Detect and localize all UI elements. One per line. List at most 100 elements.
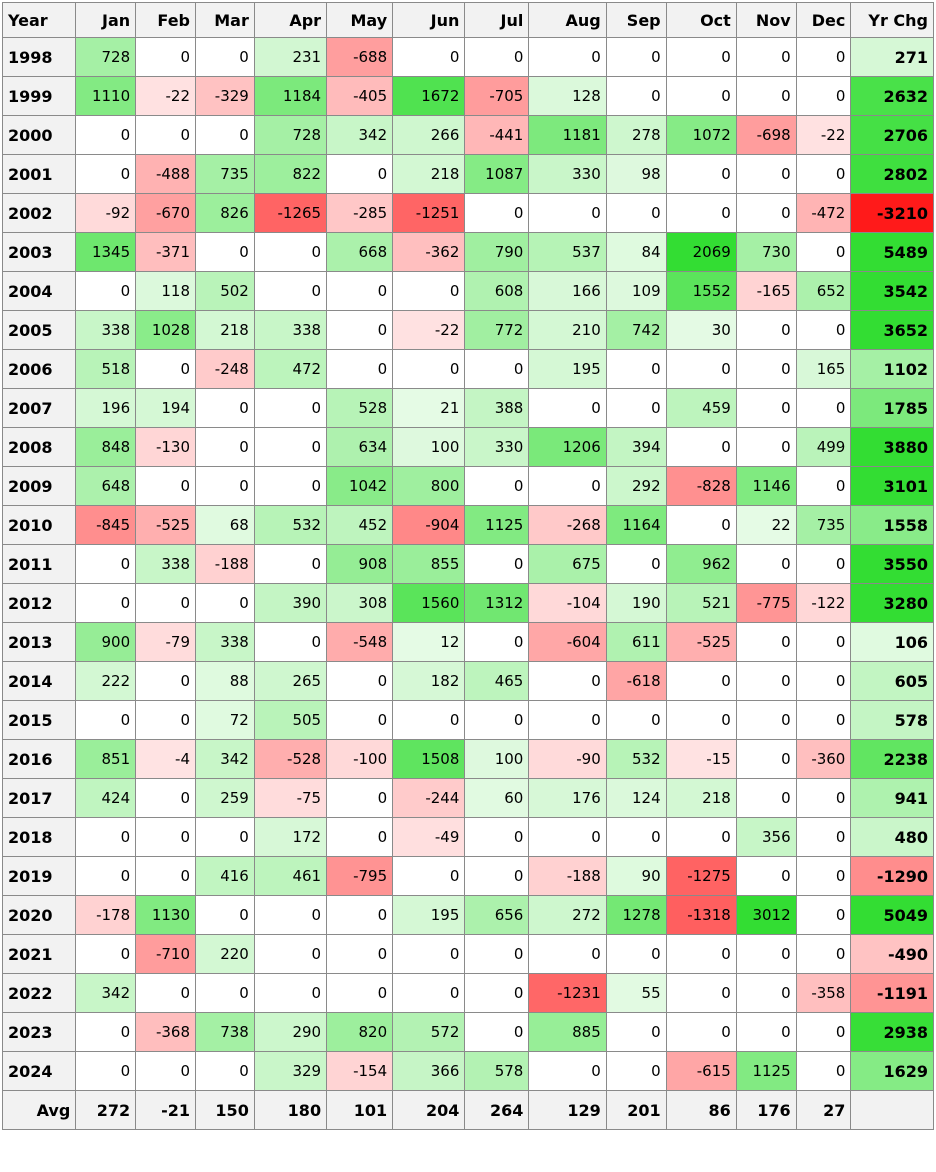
month-value-cell: -441 (464, 115, 530, 155)
table-row: 2017 424 0 259 -75 0 -244 60 176 124 218 0 0 941 (1, 778, 934, 818)
year-cell: 2000 (1, 115, 77, 155)
month-value-cell: 0 (735, 739, 797, 779)
month-value-cell: 0 (195, 895, 255, 935)
month-value-cell: 826 (195, 193, 255, 233)
avg-value-cell: -21 (135, 1090, 196, 1130)
header-month: Mar (195, 2, 255, 38)
table-row: 2002 -92 -670 826 -1265 -285 -1251 0 0 0 0 0 -472 -32… (1, 193, 934, 233)
month-value-cell: 0 (605, 193, 667, 233)
month-value-cell: 100 (392, 427, 466, 467)
month-value-cell: 0 (735, 76, 797, 116)
month-value-cell: 0 (605, 76, 667, 116)
yr-chg-cell: 5049 (850, 895, 934, 935)
month-value-cell: -618 (605, 661, 667, 701)
table-row: 2000 0 0 0 728 342 266 -441 1181 278 1072 -698 -22 27… (1, 115, 934, 155)
year-cell: 2023 (1, 1012, 77, 1052)
header-month: Nov (735, 2, 797, 38)
month-value-cell: 90 (605, 856, 667, 896)
month-value-cell: 1146 (735, 466, 797, 506)
header-month: Feb (135, 2, 196, 38)
month-value-cell: 0 (735, 778, 797, 818)
month-value-cell: 0 (253, 934, 328, 974)
month-value-cell: 0 (528, 817, 607, 857)
month-value-cell: -670 (135, 193, 196, 233)
year-cell: 2007 (1, 388, 77, 428)
month-value-cell: 1164 (605, 505, 667, 545)
month-value-cell: 0 (735, 544, 797, 584)
month-value-cell: 100 (464, 739, 530, 779)
yr-chg-cell: -3210 (850, 193, 934, 233)
yr-chg-cell: 1102 (850, 349, 934, 389)
yr-chg-cell: -490 (850, 934, 934, 974)
month-value-cell: 822 (253, 154, 328, 194)
yr-chg-cell: -1290 (850, 856, 934, 896)
month-value-cell: 172 (253, 817, 328, 857)
month-value-cell: -130 (135, 427, 196, 467)
month-value-cell: 0 (735, 934, 797, 974)
month-value-cell: 0 (528, 466, 607, 506)
month-value-cell: 505 (253, 700, 328, 740)
month-value-cell: 532 (253, 505, 328, 545)
header-month: Aug (528, 2, 607, 38)
month-value-cell: 0 (464, 1012, 530, 1052)
month-value-cell: 182 (392, 661, 466, 701)
table-wrapper: Year Jan Feb Mar Apr May Jun Jul Aug Sep Oct Nov Dec… (1, 2, 934, 1130)
table-row: 2014 222 0 88 265 0 182 465 0 -618 0 0 0 605 (1, 661, 934, 701)
month-value-cell: 572 (392, 1012, 466, 1052)
month-value-cell: 1206 (528, 427, 607, 467)
month-value-cell: 820 (326, 1012, 394, 1052)
month-value-cell: 0 (665, 1012, 737, 1052)
month-value-cell: 0 (665, 427, 737, 467)
month-value-cell: 165 (795, 349, 852, 389)
month-value-cell: 195 (528, 349, 607, 389)
yr-chg-cell: 2238 (850, 739, 934, 779)
month-value-cell: 0 (464, 466, 530, 506)
year-cell: 2006 (1, 349, 77, 389)
month-value-cell: 0 (528, 37, 607, 77)
month-value-cell: 0 (795, 622, 852, 662)
month-value-cell: 166 (528, 271, 607, 311)
month-value-cell: -528 (253, 739, 328, 779)
month-value-cell: 0 (528, 934, 607, 974)
header-month: Jul (464, 2, 530, 38)
month-value-cell: 0 (75, 115, 137, 155)
month-value-cell: 0 (392, 271, 466, 311)
month-value-cell: 338 (253, 310, 328, 350)
month-value-cell: 0 (795, 388, 852, 428)
avg-value-cell: 201 (605, 1090, 667, 1130)
year-cell: 2018 (1, 817, 77, 857)
month-value-cell: 790 (464, 232, 530, 272)
table-row: 2019 0 0 416 461 -795 0 0 -188 90 -1275 0 0 -1290 (1, 856, 934, 896)
month-value-cell: 109 (605, 271, 667, 311)
yr-chg-cell: 106 (850, 622, 934, 662)
header-month: Sep (605, 2, 667, 38)
month-value-cell: 851 (75, 739, 137, 779)
table-row: 2008 848 -130 0 0 634 100 330 1206 394 0 0 499 3880 (1, 427, 934, 467)
month-value-cell: 0 (135, 583, 196, 623)
avg-value-cell: 176 (735, 1090, 797, 1130)
month-value-cell: 342 (326, 115, 394, 155)
month-value-cell: -368 (135, 1012, 196, 1052)
table-row: 2011 0 338 -188 0 908 855 0 675 0 962 0 0 3550 (1, 544, 934, 584)
month-value-cell: 338 (195, 622, 255, 662)
month-value-cell: 452 (326, 505, 394, 545)
avg-value-cell: 86 (665, 1090, 737, 1130)
month-value-cell: 0 (135, 700, 196, 740)
month-value-cell: 416 (195, 856, 255, 896)
month-value-cell: -22 (392, 310, 466, 350)
month-value-cell: 1110 (75, 76, 137, 116)
month-value-cell: 0 (665, 37, 737, 77)
month-value-cell: 1508 (392, 739, 466, 779)
month-value-cell: -1231 (528, 973, 607, 1013)
month-value-cell: 0 (735, 349, 797, 389)
month-value-cell: 738 (195, 1012, 255, 1052)
month-value-cell: 124 (605, 778, 667, 818)
month-value-cell: 196 (75, 388, 137, 428)
yr-chg-cell: 2632 (850, 76, 934, 116)
month-value-cell: 0 (326, 661, 394, 701)
yr-chg-cell: 1785 (850, 388, 934, 428)
yr-chg-cell: 605 (850, 661, 934, 701)
year-cell: 2008 (1, 427, 77, 467)
month-value-cell: 0 (135, 1051, 196, 1091)
year-cell: 2014 (1, 661, 77, 701)
